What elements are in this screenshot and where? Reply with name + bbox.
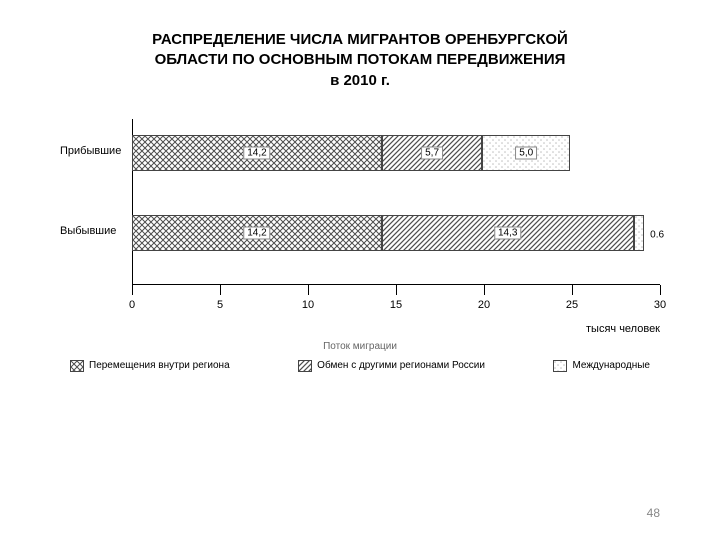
legend-item: Перемещения внутри региона — [70, 360, 230, 372]
bar-segment: 5,0 — [482, 135, 570, 171]
value-label: 14,2 — [243, 146, 270, 159]
chart-area: 051015202530 Прибывшие14,25,75,0Выбывшие… — [60, 119, 660, 309]
bar-segment: 14,2 — [132, 135, 382, 171]
x-tick — [220, 285, 221, 295]
legend-label: Обмен с другими регионами России — [317, 360, 485, 371]
legend-label: Перемещения внутри региона — [89, 360, 230, 371]
x-tick — [660, 285, 661, 295]
x-axis-unit: тысяч человек — [586, 323, 660, 335]
value-label: 14,2 — [243, 226, 270, 239]
value-label: 0.6 — [650, 229, 664, 240]
x-tick-label: 0 — [129, 299, 135, 311]
legend: Перемещения внутри региона Обмен с другим… — [70, 360, 650, 372]
x-tick-label: 20 — [478, 299, 490, 311]
bar-row: 14,214,30.6 — [132, 215, 660, 255]
value-label: 14,3 — [494, 226, 521, 239]
value-label: 5,7 — [421, 146, 443, 159]
category-label: Прибывшие — [60, 145, 128, 157]
category-label: Выбывшие — [60, 225, 128, 237]
bar-segment: 5,7 — [382, 135, 482, 171]
x-tick-label: 25 — [566, 299, 578, 311]
legend-label: Международные — [572, 360, 650, 371]
legend-title: Поток миграции — [60, 341, 660, 352]
x-tick-label: 30 — [654, 299, 666, 311]
legend-item: Обмен с другими регионами России — [298, 360, 485, 372]
bar-segment: 14,2 — [132, 215, 382, 251]
value-label: 5,0 — [515, 146, 537, 159]
legend-item: Международные — [553, 360, 650, 372]
x-tick-label: 10 — [302, 299, 314, 311]
x-tick — [484, 285, 485, 295]
x-tick — [572, 285, 573, 295]
chart-title: РАСПРЕДЕЛЕНИЕ ЧИСЛА МИГРАНТОВ ОРЕНБУРГСК… — [60, 30, 660, 91]
bar-segment: 14,3 — [382, 215, 634, 251]
bar-segment — [634, 215, 645, 251]
legend-swatch — [553, 360, 567, 372]
x-tick-label: 5 — [217, 299, 223, 311]
x-tick — [132, 285, 133, 295]
x-tick-label: 15 — [390, 299, 402, 311]
x-tick — [396, 285, 397, 295]
legend-swatch — [298, 360, 312, 372]
bar-row: 14,2 5,7 5,0 — [132, 135, 660, 175]
legend-swatch — [70, 360, 84, 372]
x-tick — [308, 285, 309, 295]
page-number: 48 — [647, 506, 660, 520]
